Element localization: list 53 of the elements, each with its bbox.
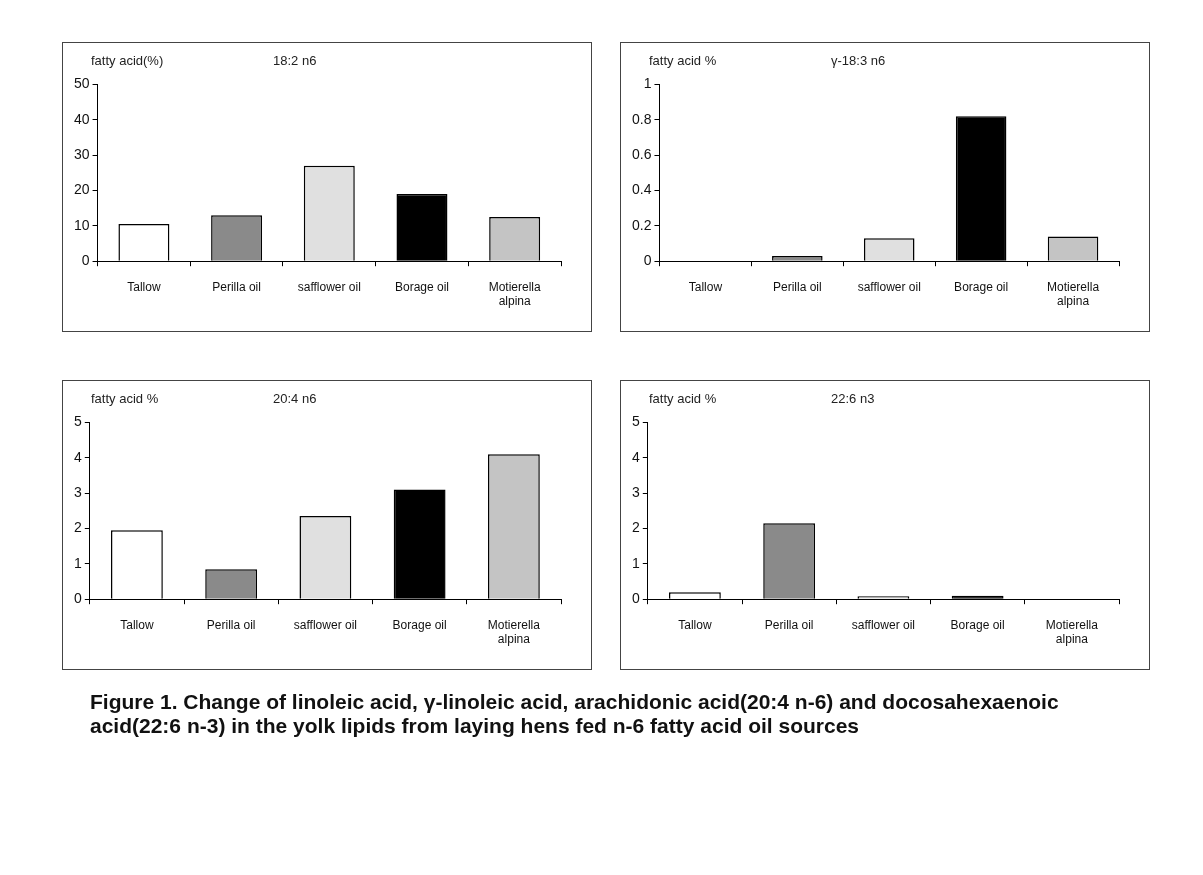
x-tick-label: Motierella alpina — [487, 617, 541, 647]
y-axis-title: fatty acid(%) — [91, 53, 164, 68]
y-tick-label: 1 — [73, 554, 82, 571]
y-tick-label: 50 — [73, 75, 90, 92]
y-tick-label: 5 — [631, 413, 640, 430]
chart-title: 22:6 n3 — [831, 391, 875, 406]
y-axis-title: fatty acid % — [649, 391, 717, 406]
x-tick-label: safflower oil — [857, 279, 921, 294]
x-tick-label: Tallow — [127, 279, 161, 294]
y-tick-label: 3 — [631, 483, 640, 500]
x-tick-label: Perilla oil — [772, 279, 822, 294]
y-tick-label: 0.6 — [631, 145, 652, 162]
y-tick-label: 3 — [73, 483, 82, 500]
x-tick-label: safflower oil — [293, 617, 357, 632]
y-tick-label: 0.8 — [631, 110, 652, 127]
x-tick-label: Motierella alpina — [1047, 279, 1100, 309]
x-tick-label: Tallow — [120, 617, 154, 632]
y-tick-label: 10 — [73, 216, 90, 233]
x-tick-label: safflower oil — [297, 279, 361, 294]
x-tick-label: Perilla oil — [764, 617, 814, 632]
x-tick-label: Borage oil — [950, 617, 1005, 632]
x-tick-label: Motierella alpina — [488, 279, 541, 309]
y-tick-label: 4 — [631, 448, 640, 465]
y-tick-label: 0 — [631, 590, 640, 607]
y-tick-label: 40 — [73, 110, 90, 127]
chart-title: 18:2 n6 — [273, 53, 317, 68]
y-tick-label: 2 — [631, 519, 640, 536]
y-tick-label: 20 — [73, 181, 90, 198]
y-tick-label: 2 — [73, 519, 82, 536]
caption: Figure 1. Change of linoleic acid, γ-linoleic acid, arachidonic acid(20:4 n-6) and docosahexaenoic acid(22:6 n-3) in the yolk lipids from laying hens fed n-6 fatty acid oil sources — [90, 690, 1060, 738]
y-tick-label: 5 — [73, 413, 82, 430]
y-tick-label: 4 — [73, 448, 82, 465]
chart-title: γ-18:3 n6 — [831, 53, 886, 68]
x-tick-label: Borage oil — [392, 617, 447, 632]
x-tick-label: Tallow — [688, 279, 723, 294]
y-axis-title: fatty acid % — [91, 391, 159, 406]
y-tick-label: 0 — [73, 590, 82, 607]
y-axis-title: fatty acid % — [649, 53, 717, 68]
x-tick-label: Tallow — [678, 617, 712, 632]
y-tick-label: 0.4 — [631, 181, 652, 198]
y-tick-label: 30 — [73, 145, 90, 162]
x-tick-label: Motierella alpina — [1045, 617, 1099, 647]
x-tick-label: Perilla oil — [206, 617, 256, 632]
y-tick-label: 1 — [643, 75, 652, 92]
chart-title: 20:4 n6 — [273, 391, 317, 406]
y-tick-label: 1 — [631, 554, 640, 571]
y-tick-label: 0 — [81, 252, 90, 269]
x-tick-label: Borage oil — [394, 279, 449, 294]
x-tick-label: safflower oil — [851, 617, 915, 632]
y-tick-label: 0.2 — [631, 216, 652, 233]
x-tick-label: Borage oil — [954, 279, 1009, 294]
y-tick-label: 0 — [643, 252, 652, 269]
x-tick-label: Perilla oil — [212, 279, 261, 294]
